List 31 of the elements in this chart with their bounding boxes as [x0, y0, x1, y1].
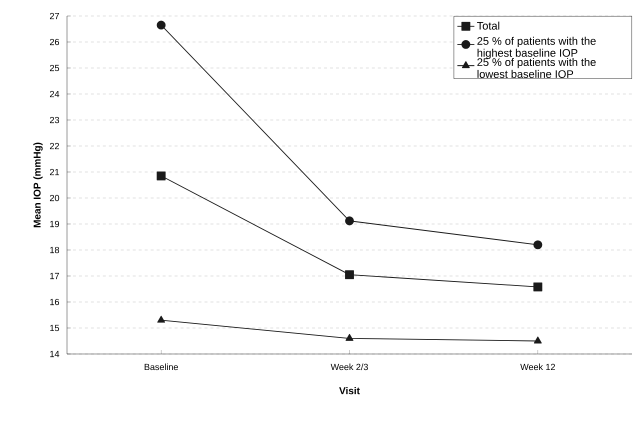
- point: [345, 216, 354, 226]
- point: [156, 20, 166, 30]
- legend-label: 25 % of patients with the highest baseline IOP: [477, 36, 596, 59]
- y-tick-label: 17: [50, 272, 60, 280]
- x-tick-label: Week 2/3: [330, 364, 368, 370]
- y-tick-label: 26: [50, 38, 60, 46]
- point: [345, 270, 354, 280]
- y-tick-label: 22: [50, 142, 60, 150]
- y-tick-label: 18: [50, 246, 60, 254]
- y-tick-label: 15: [50, 324, 60, 332]
- y-tick-label: 14: [50, 350, 60, 358]
- y-tick-label: 19: [50, 220, 60, 228]
- y-tick-label: 23: [50, 116, 60, 124]
- point: [156, 171, 166, 180]
- x-axis-title: Visit: [339, 386, 360, 394]
- y-tick-label: 25: [50, 64, 60, 72]
- point: [533, 282, 542, 292]
- y-tick-label: 24: [50, 90, 60, 98]
- x-tick-label: Week 12: [520, 364, 555, 370]
- point: [346, 334, 354, 341]
- point: [533, 240, 542, 250]
- y-tick-label: 21: [50, 168, 60, 176]
- legend-label: Total: [477, 22, 500, 30]
- y-tick-label: 27: [50, 12, 60, 20]
- x-tick-label: Baseline: [144, 364, 178, 370]
- y-axis-title: Mean IOP (mmHg): [33, 142, 43, 228]
- y-tick-label: 20: [50, 194, 60, 202]
- point: [534, 336, 542, 344]
- point: [157, 316, 166, 323]
- y-tick-label: 16: [50, 298, 60, 306]
- legend-label: 25 % of patients with the lowest baseline IOP: [477, 58, 596, 78]
